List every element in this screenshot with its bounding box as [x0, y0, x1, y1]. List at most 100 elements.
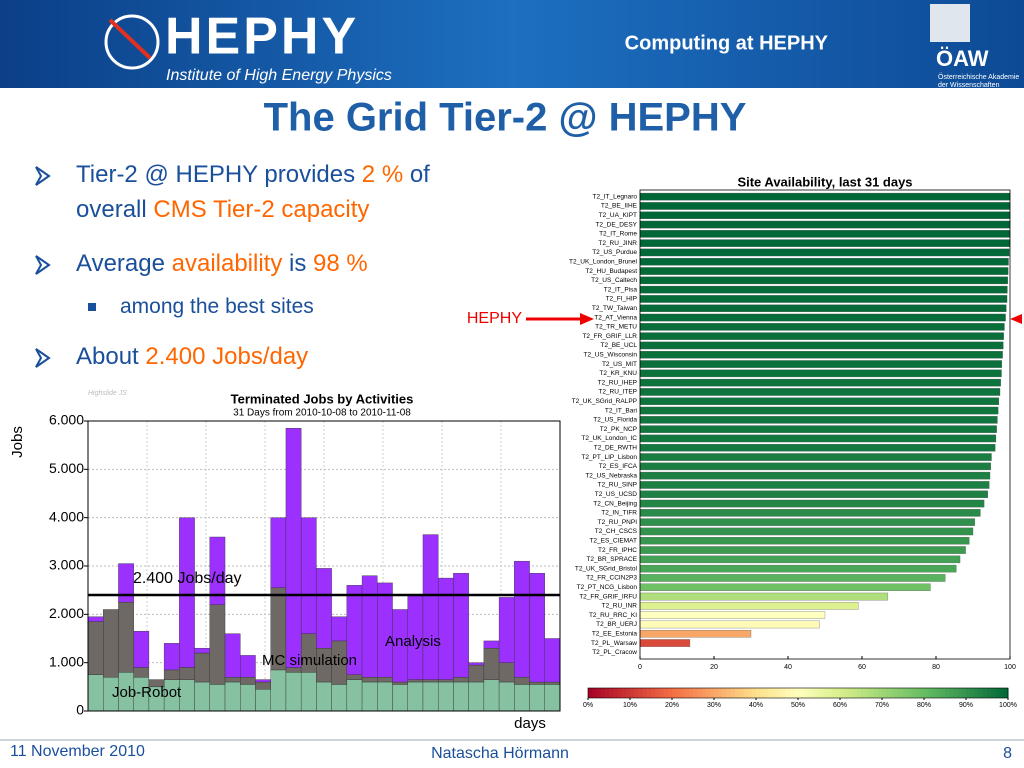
colorbar-cell — [768, 688, 774, 698]
bar-segment — [377, 681, 393, 712]
bar-segment — [544, 681, 561, 685]
bar-segment — [453, 676, 469, 683]
logo-icon-ray — [108, 18, 152, 60]
bar-segment — [407, 679, 424, 683]
colorbar-cell — [659, 688, 665, 698]
bar-segment — [87, 616, 104, 622]
site-label: T2_US_MIT — [602, 361, 637, 368]
pointer-arrowhead — [1010, 314, 1022, 324]
bar-segment — [514, 676, 530, 685]
slide-title: The Grid Tier-2 @ HEPHY — [264, 96, 747, 140]
bar-segment — [270, 669, 287, 712]
colorbar-cell — [789, 688, 795, 698]
bar-segment — [453, 681, 469, 712]
site-label: T2_PL_Cracow — [592, 649, 637, 656]
bar-segment — [179, 667, 195, 680]
bar-segment — [209, 684, 226, 712]
bar-segment — [194, 681, 211, 712]
bar — [639, 583, 931, 592]
pointer-arrowhead — [580, 313, 594, 325]
colorbar-tick-label: 60% — [833, 702, 847, 709]
bar-segment — [285, 672, 302, 712]
bar-segment — [437, 679, 454, 683]
bar — [639, 295, 1008, 303]
bar — [639, 509, 981, 517]
colorbar-cell — [840, 688, 845, 698]
site-label: T2_CN_Beijing — [593, 500, 637, 507]
site-label: T2_PT_NCG_Lisbon — [577, 584, 638, 591]
bar-segment — [133, 631, 150, 668]
bar — [639, 220, 1011, 229]
bar — [639, 602, 859, 610]
y-tick-label: 2.000 — [49, 605, 84, 621]
bar — [639, 304, 1007, 312]
colorbar-cell — [596, 688, 602, 698]
bar-segment — [483, 640, 500, 649]
colorbar-cell — [844, 688, 849, 698]
colorbar-cell — [827, 688, 833, 698]
bar — [639, 230, 1011, 238]
bar-segment — [103, 609, 119, 678]
colorbar-cell — [877, 688, 883, 698]
y-axis-label: Jobs — [9, 426, 26, 458]
colorbar-tick-label: 100% — [999, 702, 1017, 709]
y-tick-label: 5.000 — [49, 460, 84, 476]
bullet-text: overall CMS Tier-2 capacity — [76, 196, 369, 223]
bar-segment — [498, 597, 515, 663]
colorbar-tick-label: 80% — [917, 702, 931, 709]
bullet-marker — [35, 255, 51, 275]
colorbar-cell — [932, 688, 938, 698]
bar-segment — [300, 517, 317, 634]
site-label: T2_FR_GRIF_LLR — [582, 333, 637, 340]
bullet-segment: Tier-2 @ HEPHY provides — [76, 161, 362, 188]
site-label: T2_UK_London_IC — [581, 435, 637, 442]
footer-date: 11 November 2010 — [10, 743, 145, 760]
bar-segment — [453, 573, 469, 678]
colorbar-cell — [978, 688, 984, 698]
colorbar-cell — [873, 688, 879, 698]
colorbar-cell — [894, 688, 900, 698]
colorbar-cell — [756, 688, 761, 698]
colorbar-cell — [613, 688, 618, 698]
bar — [639, 564, 957, 573]
pointer-label: HEPHY — [467, 310, 522, 327]
bar-segment — [529, 681, 545, 685]
bar-segment — [87, 621, 104, 675]
bar-segment — [224, 676, 241, 683]
bar — [639, 518, 976, 526]
colorbar-cell — [634, 688, 639, 698]
colorbar-cell — [621, 688, 627, 698]
bar — [639, 574, 946, 582]
bar-segment — [437, 577, 454, 680]
site-label: T2_ES_IFCA — [599, 463, 638, 470]
bullet-text: among the best sites — [120, 295, 314, 318]
bar-segment — [240, 655, 256, 678]
bullet-segment: Average — [76, 250, 172, 277]
colorbar-tick-label: 70% — [875, 702, 889, 709]
colorbar-cell — [987, 688, 992, 698]
site-label: T2_IT_Legnaro — [593, 193, 638, 200]
bar-segment — [346, 679, 363, 712]
site-label: T2_US_Purdue — [592, 249, 637, 256]
colorbar-tick-label: 0% — [583, 702, 593, 709]
bullet-segment: 2 % — [362, 161, 403, 188]
colorbar-tick-label: 20% — [665, 702, 679, 709]
colorbar-cell — [810, 688, 816, 698]
section-title: Computing at HEPHY — [625, 32, 829, 54]
colorbar-cell — [684, 688, 690, 698]
bar-segment — [468, 662, 485, 666]
bar — [639, 388, 1001, 396]
colorbar-cell — [865, 688, 870, 698]
colorbar-cell — [625, 688, 631, 698]
y-tick-label: 0 — [76, 702, 84, 718]
bar — [639, 369, 1002, 378]
colorbar-cell — [697, 688, 702, 698]
bar-segment — [437, 681, 454, 712]
bar — [639, 239, 1011, 247]
bullet-marker — [88, 303, 96, 311]
colorbar-cell — [743, 688, 749, 698]
academy: ÖAW — [936, 46, 989, 71]
site-label: T2_RU_SINP — [598, 482, 637, 489]
bar-segment — [224, 681, 241, 712]
bar-segment — [346, 674, 363, 680]
